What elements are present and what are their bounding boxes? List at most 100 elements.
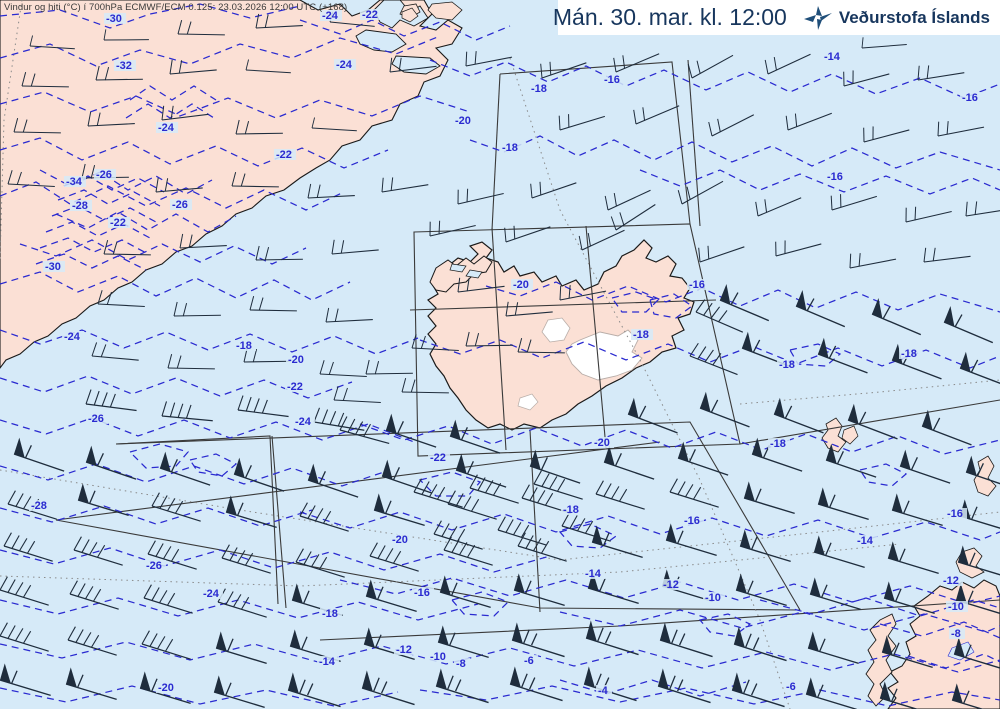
isotherm-label-backdrop bbox=[274, 149, 296, 160]
grid-box-vertical-1 bbox=[491, 227, 507, 451]
isotherm-label-backdrop bbox=[62, 331, 84, 342]
dotted-parallel-3 bbox=[739, 379, 1000, 405]
isotherm-label: -16 bbox=[947, 508, 963, 520]
isotherm-label-backdrop bbox=[201, 588, 223, 599]
isotherm-label-backdrop bbox=[108, 217, 130, 228]
isotherm-label: -14 bbox=[857, 535, 874, 547]
grid-domain-top bbox=[115, 421, 801, 611]
isotherm-label-backdrop bbox=[334, 59, 356, 70]
dotted-parallel-1 bbox=[0, 469, 1000, 561]
isotherm-label-backdrop bbox=[682, 515, 704, 526]
isotherm-label: -24 bbox=[203, 588, 220, 600]
isotherm-label-backdrop bbox=[144, 560, 166, 571]
isotherm-label-backdrop bbox=[945, 508, 967, 519]
dotted-meridian-1 bbox=[0, 0, 23, 261]
isotherm-label: -22 bbox=[430, 452, 446, 464]
isotherm-label: -16 bbox=[684, 515, 700, 527]
isotherm-label-backdrop bbox=[320, 608, 342, 619]
iceland-westfjords bbox=[429, 255, 493, 293]
isotherm-label: -14 bbox=[824, 51, 841, 63]
isotherm-label-backdrop bbox=[29, 500, 51, 511]
isotherm-label-backdrop bbox=[500, 142, 522, 153]
isotherm-label: -16 bbox=[962, 92, 978, 104]
isotherm-label-backdrop bbox=[86, 413, 108, 424]
isotherm-label: -24 bbox=[158, 122, 175, 134]
isotherm-label-backdrop bbox=[661, 579, 683, 590]
isotherm-label-backdrop bbox=[687, 279, 709, 290]
isotherm-label: -20 bbox=[513, 279, 529, 291]
isotherm-label: -30 bbox=[106, 13, 122, 25]
region-outer-hebrides bbox=[865, 613, 897, 707]
title-bar: Mán. 30. mar. kl. 12:00 Veðurstofa Íslan… bbox=[553, 0, 1000, 35]
isotherm-label: -14 bbox=[319, 656, 336, 668]
grid-ne-edge bbox=[499, 61, 691, 225]
isotherm-label: -8 bbox=[456, 658, 466, 670]
grid-vert-a bbox=[271, 435, 287, 609]
isotherm-label: -26 bbox=[96, 169, 112, 181]
isotherm-label: -8 bbox=[951, 628, 961, 640]
isotherm-labels: -30 -24 -22 -32 -24 -18 -16 -14 -16 -20 -24 -18 -22 -… bbox=[29, 9, 982, 697]
isotherm-label: -18 bbox=[531, 83, 547, 95]
isotherm-label-backdrop bbox=[703, 592, 725, 603]
isotherm-label-backdrop bbox=[454, 658, 470, 669]
brand-name: Veðurstofa Íslands bbox=[838, 7, 990, 27]
isotherm-label-backdrop bbox=[114, 60, 136, 71]
isotherm-label: -24 bbox=[295, 416, 312, 428]
grid-vert-b bbox=[529, 429, 541, 613]
isotherm-label-backdrop bbox=[286, 354, 308, 365]
isotherm-label: -28 bbox=[72, 200, 88, 212]
isotherm-label-backdrop bbox=[428, 651, 450, 662]
pinwheel-logo-icon bbox=[803, 5, 832, 30]
isotherm-label: -18 bbox=[770, 438, 786, 450]
isotherm-label-backdrop bbox=[561, 504, 583, 515]
isotherm-label: -24 bbox=[322, 10, 339, 22]
iceland-westfjord-inlet-2 bbox=[465, 269, 483, 279]
isotherm-label: -18 bbox=[563, 504, 579, 516]
isotherm-label: -18 bbox=[502, 142, 518, 154]
dotted-meridian-2 bbox=[509, 57, 791, 709]
isotherm-label: -10 bbox=[430, 651, 446, 663]
isotherm-label-backdrop bbox=[511, 279, 533, 290]
isotherm-label: -20 bbox=[455, 115, 471, 127]
isotherm-label: -24 bbox=[64, 331, 81, 343]
isotherm-label-backdrop bbox=[822, 51, 844, 62]
isotherm-label: -18 bbox=[633, 329, 649, 341]
glacier-langjokull bbox=[541, 317, 571, 343]
isotherm-label-backdrop bbox=[156, 682, 178, 693]
isotherm-label: -6 bbox=[524, 655, 534, 667]
isotherm-label-backdrop bbox=[170, 199, 192, 210]
isotherm-label: -30 bbox=[45, 261, 61, 273]
isotherm-label-backdrop bbox=[529, 83, 551, 94]
isotherm-label-backdrop bbox=[43, 261, 65, 272]
isotherm-label-backdrop bbox=[390, 534, 412, 545]
grid-box-vertical-2 bbox=[585, 225, 607, 449]
isotherm-label: -12 bbox=[396, 644, 412, 656]
greenland-island-a bbox=[427, 1, 463, 21]
isotherm-label: -14 bbox=[585, 568, 602, 580]
grid-domain-left bbox=[115, 435, 279, 605]
isotherm-label: -26 bbox=[172, 199, 188, 211]
isotherm-label: -24 bbox=[336, 59, 353, 71]
isotherm-label-backdrop bbox=[602, 74, 624, 85]
isotherm-label-backdrop bbox=[899, 348, 921, 359]
isotherm-label: -6 bbox=[786, 681, 796, 693]
model-info-line: Vindur og hiti (°C) í 700hPa ECMWF/ECM 0… bbox=[4, 2, 348, 13]
forecast-valid-time: Mán. 30. mar. kl. 12:00 bbox=[552, 4, 787, 30]
isotherm-label-backdrop bbox=[631, 329, 653, 340]
isotherm-label: -22 bbox=[287, 381, 303, 393]
isotherm-label-backdrop bbox=[596, 685, 612, 696]
isotherm-label-backdrop bbox=[855, 535, 877, 546]
isotherm-label-backdrop bbox=[825, 171, 847, 182]
isotherm-label-backdrop bbox=[360, 9, 382, 20]
isotherm-label-backdrop bbox=[234, 340, 256, 351]
greenland-sound bbox=[391, 55, 441, 75]
isotherm-label: -20 bbox=[158, 682, 174, 694]
greenland-inlet bbox=[355, 29, 407, 53]
isotherm-label-backdrop bbox=[784, 681, 800, 692]
isotherm-label-backdrop bbox=[293, 416, 315, 427]
glacier-myrdalsjokull bbox=[517, 393, 539, 411]
region-shetland bbox=[973, 455, 997, 497]
isotherm-label-backdrop bbox=[941, 575, 963, 586]
isotherm-label: -28 bbox=[31, 500, 47, 512]
